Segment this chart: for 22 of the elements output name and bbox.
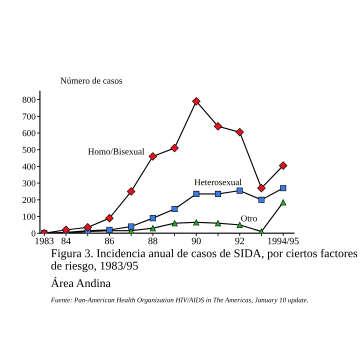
y-axis-title: Número de casos (60, 77, 122, 84)
series-label: Otro (241, 215, 257, 222)
series-label: Homo/Bisexual (88, 148, 144, 155)
x-tick-label: 84 (62, 238, 71, 244)
x-tick-label: 1994/95 (268, 238, 299, 244)
text: Figura 3. Incidencia anual de casos de SIDA, por ciertos factores de riesgo, 1983/95 (51, 248, 358, 272)
y-tick-label: 600 (22, 130, 36, 136)
y-tick-label: 500 (22, 146, 36, 153)
x-tick-label: 86 (104, 238, 114, 244)
y-tick-label: 800 (22, 96, 36, 103)
y-tick-label: 100 (23, 214, 36, 220)
y-tick-label: 200 (22, 196, 36, 204)
x-tick-label: 90 (192, 238, 201, 244)
x-tick-label: 92 (235, 238, 244, 244)
x-tick-label: 1983 (35, 238, 54, 244)
text: Área Andina (50, 276, 111, 288)
y-tick-label: 400 (22, 164, 36, 170)
y-tick-label: 300 (22, 180, 36, 186)
series-label: Heterosexual (194, 178, 242, 186)
y-tick-label: 0 (32, 230, 36, 236)
x-tick-label: 88 (148, 238, 158, 244)
y-tick-label: 700 (22, 113, 36, 120)
